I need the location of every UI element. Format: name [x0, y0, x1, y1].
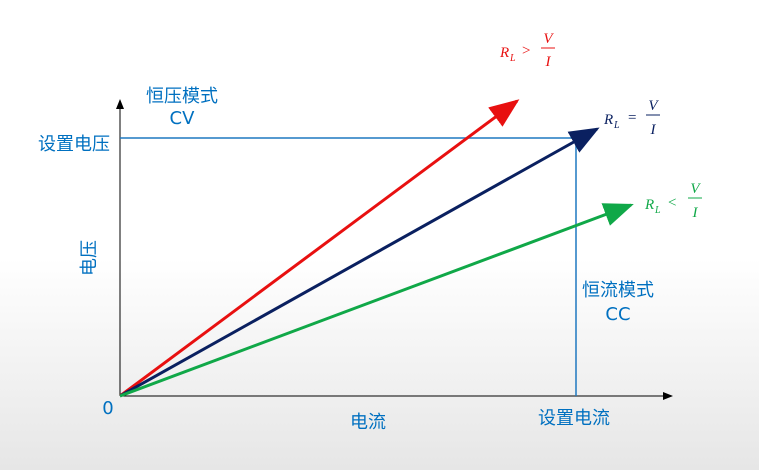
relation: <	[668, 195, 676, 211]
cv: CV	[170, 108, 196, 129]
denominator: I	[692, 205, 699, 221]
symbol: R	[499, 45, 509, 61]
denominator: I	[650, 122, 657, 138]
formula: R L < V I	[644, 181, 702, 221]
origin: 0	[102, 398, 113, 419]
subscript: L	[509, 53, 516, 64]
denominator: I	[545, 54, 552, 70]
set-voltage: 设置电压	[38, 134, 110, 155]
set-current: 设置电流	[538, 408, 610, 429]
formula: R L = V I	[603, 98, 660, 138]
relation: >	[522, 43, 530, 59]
navy-arrow	[119, 127, 600, 398]
numerator: V	[543, 31, 554, 47]
cc-mode: 恒流模式	[582, 280, 654, 301]
symbol: R	[603, 112, 613, 128]
voltage-axis: 电压	[79, 240, 100, 276]
symbol: R	[644, 197, 654, 213]
cc: CC	[605, 304, 630, 325]
relation: =	[628, 110, 636, 126]
subscript: L	[613, 120, 620, 131]
subscript: L	[654, 205, 661, 216]
numerator: V	[648, 98, 659, 114]
current-axis: 电流	[350, 412, 386, 433]
formula: R L > V I	[499, 31, 555, 70]
green-arrow	[119, 203, 634, 398]
cv-mode: 恒压模式	[146, 86, 218, 107]
numerator: V	[690, 181, 701, 197]
red-arrow	[119, 99, 520, 398]
